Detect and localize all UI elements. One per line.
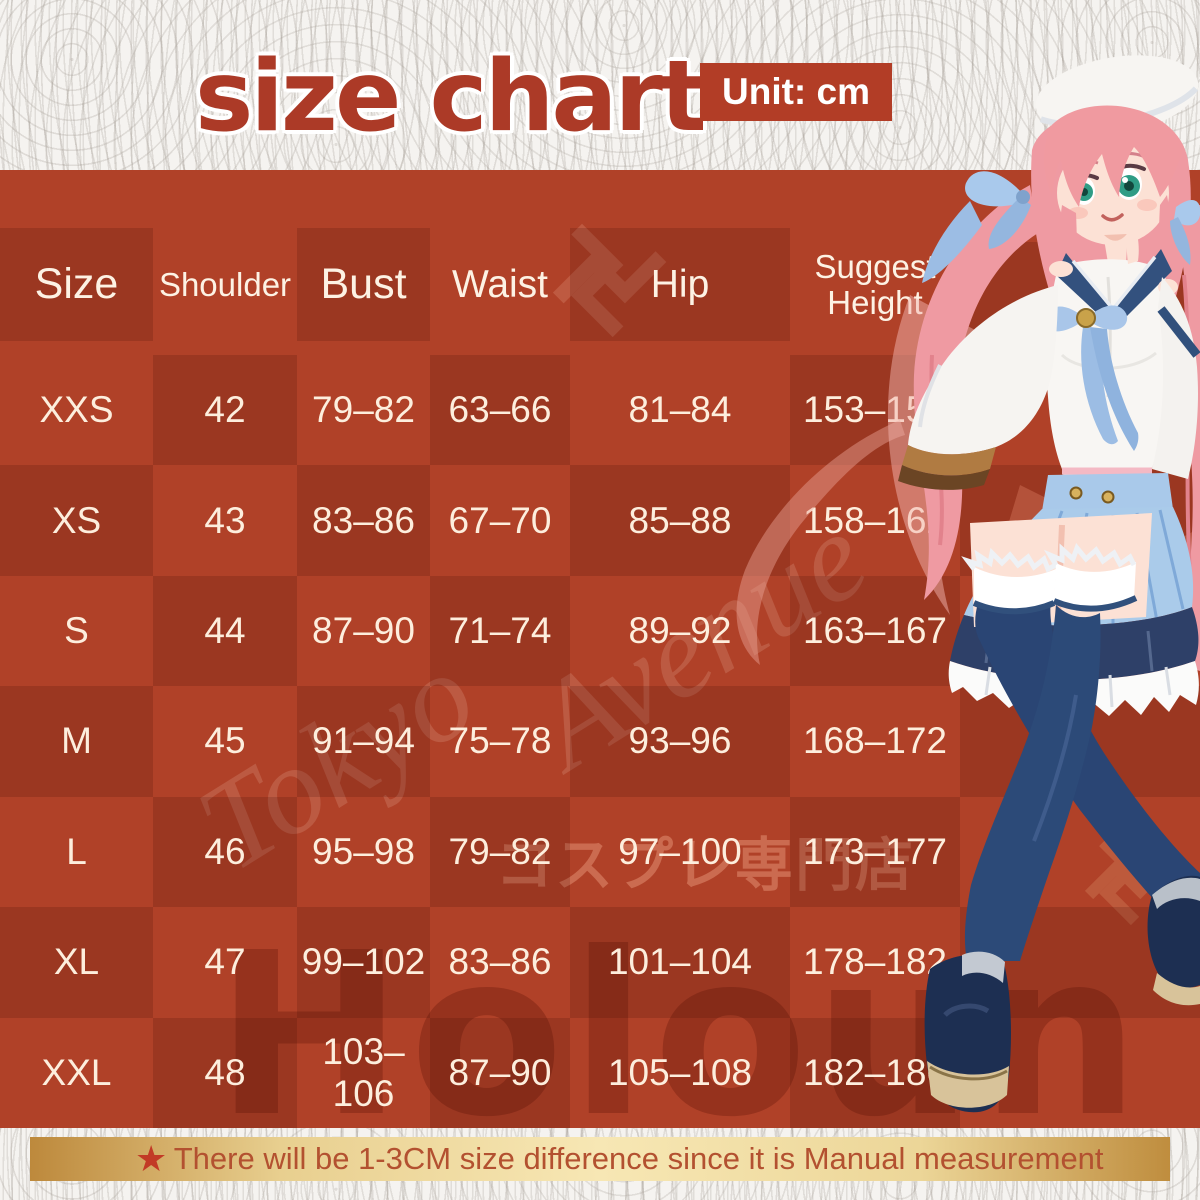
- table-value: 178–182: [802, 941, 948, 983]
- table-value: 103–106: [322, 1030, 405, 1114]
- table-value: 45: [204, 720, 246, 762]
- anime-character-illustration: [887, 55, 1200, 1113]
- table-value: 97–100: [618, 830, 742, 872]
- note-text: There will be 1-3CM size difference sinc…: [173, 1141, 1104, 1176]
- table-value: 79–82: [430, 796, 570, 908]
- table-value: 71–74: [430, 575, 570, 687]
- table-value: 87–90: [312, 610, 415, 652]
- unit-badge: Unit: cm: [700, 63, 892, 121]
- table-value: 163–167: [790, 575, 960, 687]
- column-header-waist: Waist: [451, 262, 549, 306]
- table-value: 105–108: [607, 1051, 753, 1093]
- table-value: 42: [153, 355, 297, 466]
- table-value: 48: [153, 1017, 297, 1128]
- note-bar: ★ There will be 1-3CM size difference si…: [30, 1137, 1170, 1181]
- table-value: 67–70: [448, 499, 552, 541]
- hair-wisp-decoration: [736, 420, 905, 665]
- column-header-shoulder: Shoulder: [158, 265, 292, 303]
- size-label: L: [66, 830, 87, 872]
- leg-back: [961, 547, 1200, 1006]
- size-label: XXS: [39, 389, 114, 431]
- star-icon: ★: [135, 1138, 168, 1179]
- table-value: 101–104: [570, 907, 790, 1018]
- table-value: 91–94: [297, 686, 430, 797]
- page-title: size chart: [195, 40, 707, 154]
- table-value: 43: [204, 499, 246, 541]
- hair-ribbon-left: [922, 171, 1031, 283]
- column-header-bust: Bust: [297, 228, 430, 341]
- table-value: 75–78: [448, 720, 552, 762]
- column-header-size: Size: [0, 228, 153, 341]
- table-value: 95–98: [312, 830, 415, 872]
- table-value: 93–96: [570, 686, 790, 797]
- table-value: 63–66: [430, 355, 570, 466]
- table-value: 81–84: [628, 389, 732, 431]
- size-label: XL: [0, 907, 153, 1018]
- size-label: S: [64, 610, 89, 652]
- table-value: 83–86: [448, 941, 552, 983]
- size-label: M: [0, 686, 153, 797]
- leg-front: [924, 543, 1138, 1113]
- table-value: 168–172: [802, 720, 948, 762]
- hair-ribbon-right: [1170, 200, 1200, 265]
- size-label: XS: [0, 465, 153, 576]
- table-value: 46: [153, 796, 297, 908]
- column-header-hip: Hip: [570, 228, 790, 341]
- table-value: 89–92: [628, 610, 732, 652]
- table-value: 87–90: [430, 1017, 570, 1128]
- table-value: 47: [204, 941, 246, 983]
- table-value: 85–88: [570, 465, 790, 576]
- table-value: 99–102: [297, 907, 430, 1018]
- column-header-suggest-height: Suggest Height: [814, 247, 936, 321]
- swirl-pattern-header-background: [0, 0, 1200, 170]
- table-value: 44: [153, 575, 297, 687]
- size-label: XXL: [41, 1051, 112, 1093]
- table-value: 173–177: [790, 796, 960, 908]
- table-value: 79–82: [312, 389, 415, 431]
- table-value: 83–86: [297, 465, 430, 576]
